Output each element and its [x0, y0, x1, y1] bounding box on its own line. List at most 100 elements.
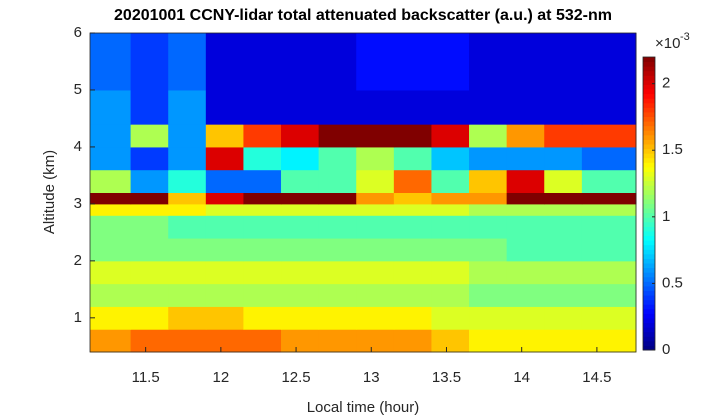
colorbar-swatch	[643, 253, 655, 259]
colorbar-swatch	[643, 57, 655, 63]
heatmap-cell	[281, 283, 320, 307]
heatmap-cell	[393, 306, 432, 330]
heatmap-cell	[205, 329, 244, 353]
heatmap-cell	[431, 124, 470, 148]
heatmap-cell	[281, 124, 320, 148]
colorbar-swatch	[643, 75, 655, 81]
heatmap-cell	[431, 329, 470, 353]
heatmap-cell	[356, 169, 395, 193]
heatmap-cell	[431, 260, 470, 285]
heatmap-cell	[90, 329, 132, 353]
colorbar-swatch	[643, 176, 655, 182]
heatmap-cell	[581, 283, 637, 307]
colorbar-swatch	[643, 281, 655, 287]
heatmap-cell	[544, 329, 583, 353]
heatmap-cell	[205, 203, 244, 216]
heatmap-cell	[356, 329, 395, 353]
heatmap-cell	[90, 306, 132, 330]
y-tick-label: 3	[74, 195, 82, 212]
colorbar-exponent: -3	[680, 31, 690, 43]
heatmap-cell	[281, 89, 320, 125]
heatmap-cell	[168, 329, 207, 353]
heatmap-cell	[90, 169, 132, 193]
heatmap-cell	[281, 192, 320, 205]
heatmap-cell	[393, 192, 432, 205]
colorbar-swatch	[643, 194, 655, 200]
colorbar-swatch	[643, 89, 655, 95]
heatmap-cell	[205, 89, 244, 125]
heatmap-cell	[205, 283, 244, 307]
colorbar-swatch	[643, 258, 655, 264]
heatmap-cell	[469, 146, 508, 171]
y-tick-label: 2	[74, 252, 82, 269]
colorbar-swatch	[643, 125, 655, 131]
heatmap-cell	[544, 283, 583, 307]
heatmap-cell	[130, 169, 169, 193]
colorbar-swatch	[643, 299, 655, 305]
heatmap-cell	[431, 33, 470, 91]
heatmap-cell	[205, 33, 244, 91]
heatmap-cell	[205, 306, 244, 330]
heatmap-cell	[281, 203, 320, 216]
heatmap-cell	[90, 33, 132, 91]
colorbar-swatch	[643, 166, 655, 172]
heatmap-cell	[431, 89, 470, 125]
x-tick-label: 14.5	[582, 369, 611, 386]
colorbar-swatch	[643, 61, 655, 67]
heatmap-cell	[243, 146, 282, 171]
heatmap-cell	[356, 146, 395, 171]
colorbar-swatch	[643, 295, 655, 301]
heatmap-cell	[506, 169, 545, 193]
heatmap-cell	[393, 203, 432, 216]
heatmap-cell	[581, 238, 637, 262]
heatmap-cell	[506, 192, 545, 205]
heatmap-cell	[393, 283, 432, 307]
heatmap-cell	[393, 89, 432, 125]
heatmap-cell	[469, 260, 508, 285]
heatmap-cell	[243, 306, 282, 330]
colorbar-frame	[642, 56, 656, 351]
colorbar-swatch	[643, 185, 655, 191]
heatmap-cell	[243, 260, 282, 285]
heatmap-cell	[205, 238, 244, 262]
colorbar-tick-label: 0	[662, 341, 670, 358]
heatmap-cell	[356, 306, 395, 330]
heatmap-cell	[506, 329, 545, 353]
heatmap-cell	[281, 329, 320, 353]
heatmap-cell	[168, 260, 207, 285]
heatmap-cell	[90, 192, 132, 205]
heatmap-cell	[130, 215, 169, 239]
heatmap-cell	[318, 215, 357, 239]
colorbar-swatch	[643, 111, 655, 118]
heatmap-cell	[243, 215, 282, 239]
heatmap-cell	[243, 169, 282, 193]
heatmap-cell	[130, 283, 169, 307]
heatmap-cell	[318, 124, 357, 148]
colorbar-swatch	[643, 93, 655, 99]
heatmap-cell	[168, 203, 207, 216]
heatmap-cell	[205, 260, 244, 285]
heatmap-cell	[581, 306, 637, 330]
heatmap-cell	[356, 260, 395, 285]
heatmap-cell	[243, 89, 282, 125]
heatmap-cell	[318, 203, 357, 216]
heatmap-cell	[469, 306, 508, 330]
heatmap-cell	[168, 192, 207, 205]
colorbar-swatch	[643, 98, 655, 104]
heatmap-cell	[90, 283, 132, 307]
heatmap-cell	[130, 33, 169, 91]
colorbar-swatch	[643, 84, 655, 90]
colorbar-swatch	[643, 317, 655, 324]
heatmap-cell	[544, 203, 583, 216]
heatmap-cell	[130, 329, 169, 353]
heatmap-cell	[581, 33, 637, 91]
heatmap-cell	[544, 215, 583, 239]
x-tick-label: 12	[213, 369, 230, 386]
heatmap-cell	[90, 238, 132, 262]
heatmap-cell	[90, 215, 132, 239]
heatmap-cell	[281, 260, 320, 285]
heatmap-cell	[318, 238, 357, 262]
heatmap-cell	[506, 146, 545, 171]
heatmap-cell	[431, 192, 470, 205]
chart-title: 20201001 CCNY-lidar total attenuated bac…	[114, 7, 612, 24]
